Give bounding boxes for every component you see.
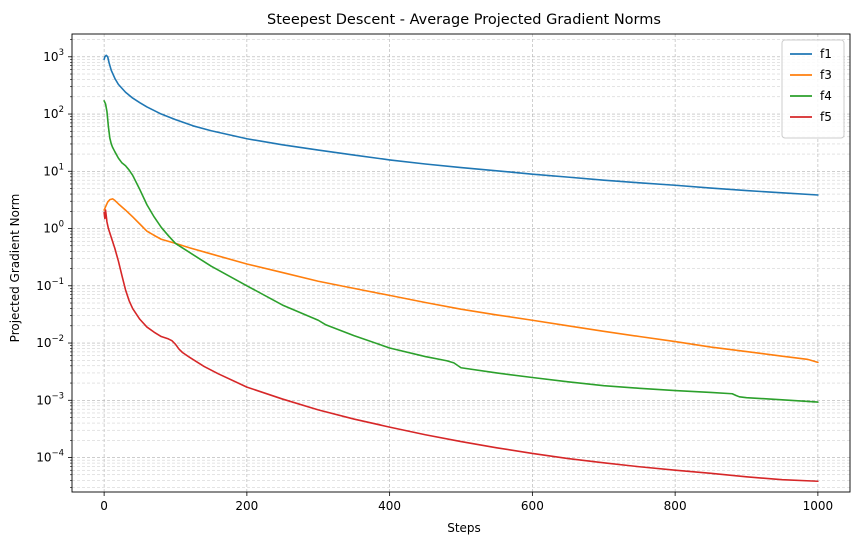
plot-area (72, 34, 850, 492)
legend-label-f5: f5 (820, 110, 832, 124)
y-tick-label: 103 (43, 48, 64, 64)
legend: f1 f3 f4 f5 (781, 39, 845, 139)
series-line-f4 (103, 100, 819, 403)
y-axis-title: Projected Gradient Norm (8, 194, 22, 343)
x-tick-label: 400 (378, 499, 401, 513)
y-tick-label: 10−4 (36, 449, 64, 465)
x-axis-title: Steps (447, 521, 481, 535)
series-line-f3 (103, 198, 819, 364)
series-layer (103, 54, 819, 483)
x-tick-label: 1000 (803, 499, 834, 513)
x-tick-label: 0 (100, 499, 108, 513)
y-tick-label: 10−1 (36, 277, 64, 293)
x-tick-label: 800 (664, 499, 687, 513)
y-tick-label: 100 (43, 220, 64, 236)
x-tick-label: 600 (521, 499, 544, 513)
y-tick-label: 10−2 (36, 334, 64, 350)
legend-label-f3: f3 (820, 68, 832, 82)
plot-frame (71, 33, 851, 493)
legend-label-f4: f4 (820, 89, 832, 103)
legend-box (781, 39, 845, 139)
x-tick-label: 200 (235, 499, 258, 513)
y-tick-label: 102 (43, 105, 64, 121)
legend-label-f1: f1 (820, 47, 832, 61)
series-line-f1 (103, 54, 819, 196)
series-line-f5 (103, 209, 819, 483)
y-tick-label: 101 (43, 162, 64, 178)
chart-title: Steepest Descent - Average Projected Gra… (267, 12, 661, 28)
x-axis: 0 200 400 600 800 1000 (100, 492, 833, 513)
y-axis: 10−4 10−3 10−2 10−1 100 101 102 103 (36, 39, 72, 488)
y-tick-label: 10−3 (36, 391, 64, 407)
